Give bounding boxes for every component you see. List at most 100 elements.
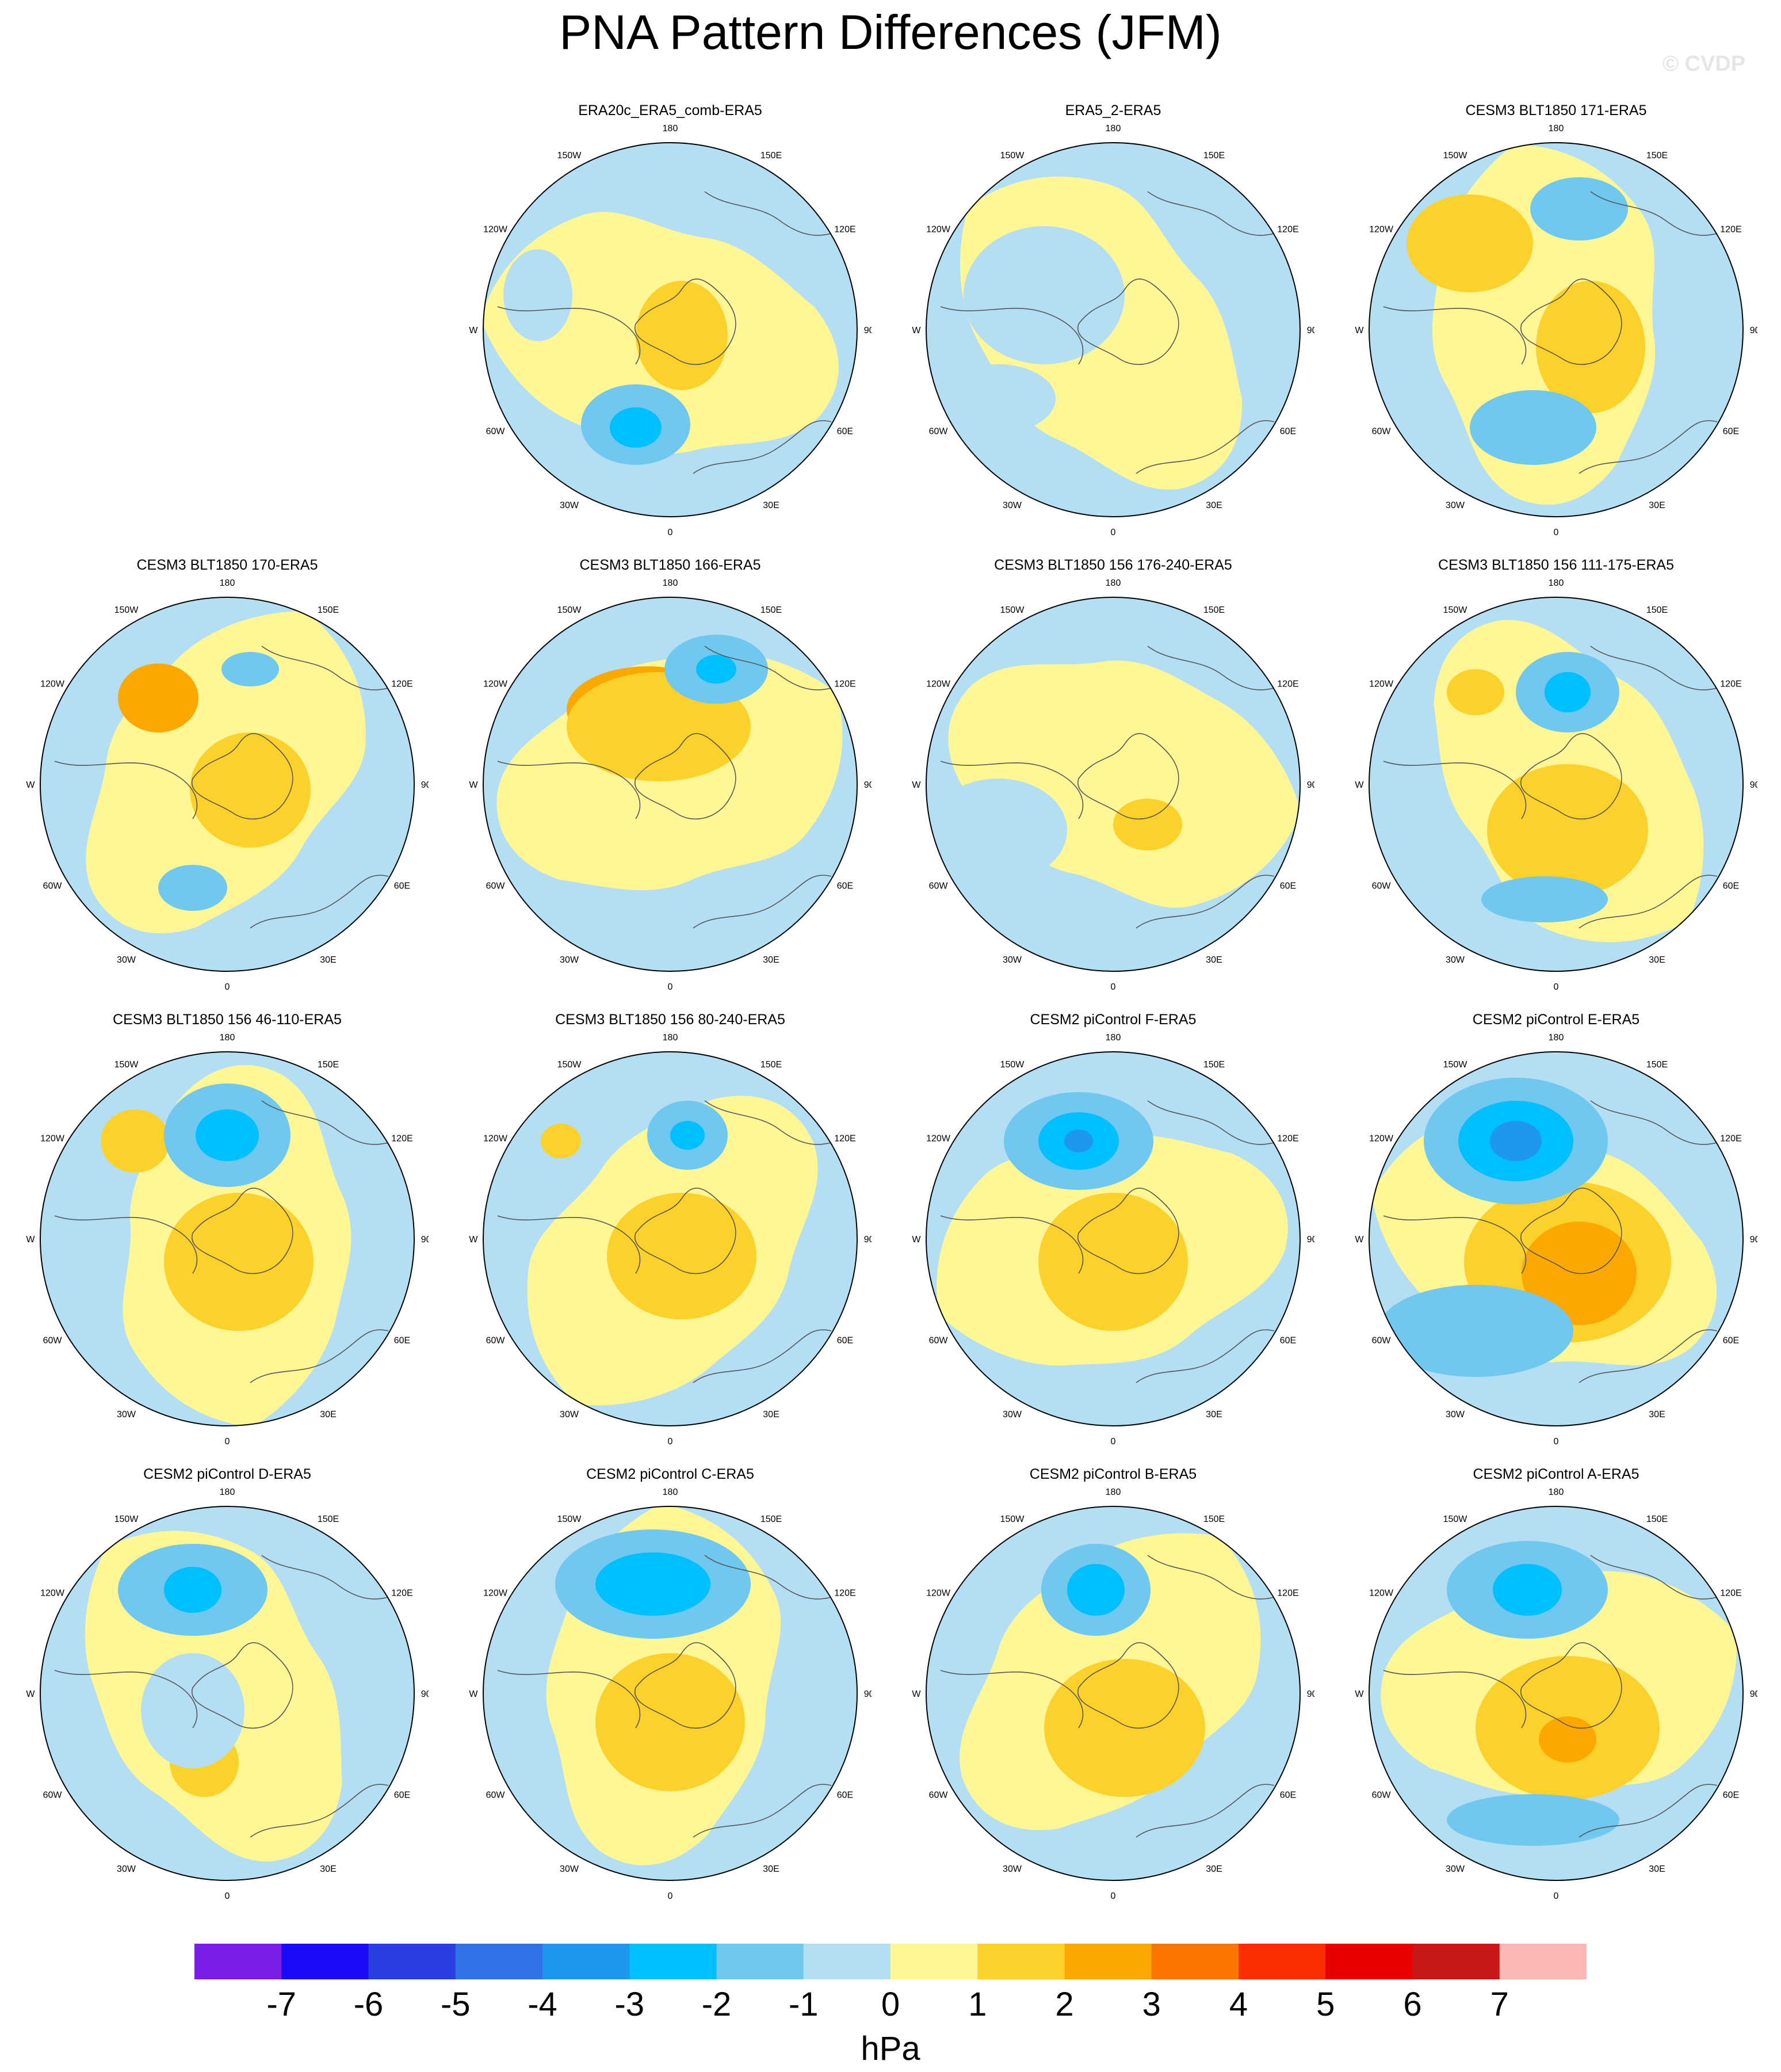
polar-map: 180 150E 120E 90E 60E 30E 0 30W 60W 90W 120W 150W — [1355, 124, 1757, 537]
longitude-label: 90W — [912, 1689, 921, 1699]
longitude-label: 90W — [1355, 1235, 1364, 1245]
colorbar-tick-label: 2 — [1055, 1986, 1074, 2023]
polar-map: 180 150E 120E 90E 60E 30E 0 30W 60W 90W 120W 150W — [912, 1033, 1314, 1447]
longitude-label: 30E — [1649, 955, 1665, 965]
longitude-label: 90E — [864, 780, 872, 790]
longitude-label: 90E — [421, 780, 429, 790]
colorbar-tick-label: 0 — [881, 1986, 900, 2023]
map-boundary — [1369, 597, 1744, 972]
longitude-label: 60E — [1723, 1336, 1739, 1346]
longitude-label: 30E — [320, 1410, 336, 1420]
longitude-label: 90E — [1750, 1235, 1757, 1245]
anomaly-contour — [696, 655, 736, 684]
longitude-label: 30E — [1649, 1410, 1665, 1420]
longitude-label: 180 — [1106, 578, 1121, 588]
longitude-label: 0 — [225, 1437, 230, 1447]
map-panel: CESM2 piControl E-ERA5 180 150E 120E 90E 60E 3… — [1355, 1012, 1757, 1460]
longitude-label: 60W — [1372, 427, 1392, 437]
anomaly-contour — [1064, 1130, 1093, 1153]
longitude-label: 120E — [834, 1134, 855, 1144]
map-panel: CESM2 piControl C-ERA5 180 150E 120E 90E 60E 3… — [469, 1466, 872, 1915]
longitude-label: 60W — [1372, 882, 1392, 891]
longitude-label: 0 — [668, 1437, 673, 1447]
anomaly-contour — [1536, 281, 1645, 413]
colorbar-tick-label: 7 — [1490, 1986, 1509, 2023]
anomaly-contour — [1038, 1193, 1188, 1331]
longitude-label: 90E — [1307, 780, 1314, 790]
polar-map: 180 150E 120E 90E 60E 30E 0 30W 60W 90W 120W 150W — [1355, 1033, 1757, 1447]
longitude-label: 150E — [1646, 1060, 1668, 1070]
map-boundary — [40, 597, 415, 972]
longitude-label: 180 — [663, 1033, 678, 1043]
longitude-label: 180 — [1106, 1033, 1121, 1043]
longitude-label: 150E — [760, 151, 782, 161]
longitude-label: 150E — [1203, 1060, 1225, 1070]
longitude-label: 180 — [1106, 1487, 1121, 1497]
longitude-label: 0 — [668, 1891, 673, 1901]
longitude-label: 30E — [320, 955, 336, 965]
anomaly-contour — [503, 249, 572, 341]
longitude-label: 90E — [1750, 1689, 1757, 1699]
map-panel: CESM3 BLT1850 166-ERA5 180 150E 120E 90E 60E 3… — [469, 557, 872, 1006]
longitude-label: 60W — [486, 1791, 506, 1800]
longitude-label: 60W — [929, 1336, 949, 1346]
map-boundary — [483, 1051, 858, 1426]
longitude-label: 60W — [1372, 1336, 1392, 1346]
panel-title: CESM2 piControl E-ERA5 — [1472, 1012, 1640, 1028]
polar-map: 180 150E 120E 90E 60E 30E 0 30W 60W 90W 120W 150W — [1355, 1487, 1757, 1901]
longitude-label: 30E — [1206, 1864, 1222, 1874]
map-boundary — [926, 142, 1301, 517]
longitude-label: 0 — [668, 528, 673, 537]
colorbar-segment — [1151, 1944, 1239, 1979]
longitude-label: 30W — [1003, 501, 1022, 510]
longitude-label: 90E — [421, 1235, 429, 1245]
longitude-label: 60E — [1280, 1336, 1296, 1346]
colorbar-segment — [1499, 1944, 1587, 1979]
longitude-label: 90W — [26, 780, 35, 790]
map-boundary — [483, 597, 858, 972]
longitude-label: 90W — [469, 1235, 478, 1245]
longitude-label: 90W — [1355, 326, 1364, 335]
longitude-label: 180 — [1549, 1033, 1564, 1043]
longitude-label: 90W — [912, 780, 921, 790]
map-boundary — [1369, 1506, 1744, 1881]
map-panel: CESM2 piControl F-ERA5 180 150E 120E 90E 60E 3… — [912, 1012, 1314, 1460]
longitude-label: 120W — [483, 680, 508, 689]
longitude-label: 90W — [912, 1235, 921, 1245]
longitude-label: 150W — [557, 1060, 582, 1070]
map-panel: CESM2 piControl D-ERA5 180 150E 120E 90E 60E 3… — [26, 1466, 429, 1915]
colorbar-tick-label: 4 — [1229, 1986, 1248, 2023]
longitude-label: 150W — [1000, 1060, 1025, 1070]
longitude-label: 0 — [1554, 982, 1559, 992]
longitude-label: 90W — [469, 1689, 478, 1699]
longitude-label: 120E — [834, 680, 855, 689]
map-boundary — [40, 1051, 415, 1426]
longitude-label: 30E — [320, 1864, 336, 1874]
longitude-label: 60W — [929, 1791, 949, 1800]
longitude-label: 120E — [1277, 1134, 1298, 1144]
colorbar-tick-label: -7 — [266, 1986, 297, 2023]
map-panel: CESM3 BLT1850 156 46-110-ERA5 180 150E 120E… — [26, 1012, 429, 1460]
coastlines — [940, 646, 1281, 929]
colorbar-segment — [1412, 1944, 1500, 1979]
anomaly-contour — [595, 1552, 710, 1616]
longitude-label: 90E — [1750, 326, 1757, 335]
longitude-label: 120W — [1369, 1589, 1394, 1598]
anomaly-contour — [1539, 1716, 1596, 1762]
map-panel: CESM3 BLT1850 156 111-175-ERA5 180 150E 120… — [1355, 557, 1757, 1006]
longitude-label: 90E — [1307, 1689, 1314, 1699]
coastlines — [940, 1100, 1281, 1383]
longitude-label: 60E — [837, 1791, 853, 1800]
longitude-label: 60W — [929, 427, 949, 437]
anomaly-contour — [1067, 1564, 1125, 1616]
coastlines — [497, 646, 838, 929]
longitude-label: 30W — [1003, 1410, 1022, 1420]
longitude-label: 180 — [220, 1033, 235, 1043]
longitude-label: 0 — [1554, 528, 1559, 537]
colorbar-segment — [455, 1944, 543, 1979]
colorbar-tick-label: -4 — [528, 1986, 557, 2023]
panel-title: CESM3 BLT1850 156 176-240-ERA5 — [994, 557, 1232, 573]
longitude-label: 120E — [834, 225, 855, 235]
longitude-label: 120W — [926, 680, 951, 689]
map-boundary — [926, 597, 1301, 972]
